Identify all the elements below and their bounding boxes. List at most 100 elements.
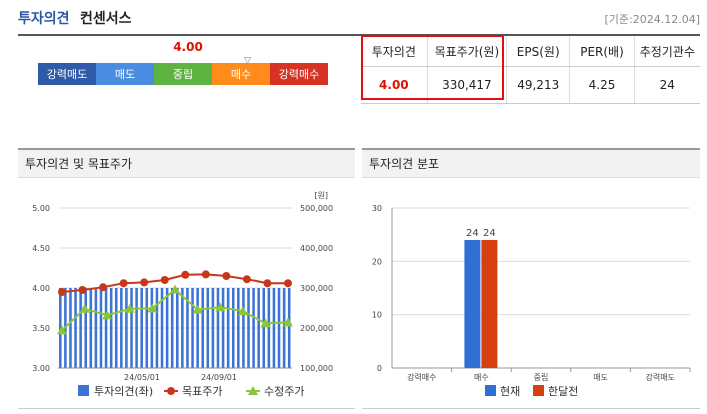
legend-marker: [248, 386, 258, 395]
consensus-table: 투자의견 목표주가(원) EPS(원) PER(배) 추정기관수 4.00 330,417…: [361, 36, 700, 104]
opinion-bar: [120, 288, 123, 368]
table-header: 추정기관수: [633, 36, 700, 67]
opinion-price-chart: 5.00 4.50 4.00 3.50 3.00 500,000 400,000 300,00…: [32, 191, 333, 398]
section-title: 컨센서스: [80, 11, 132, 27]
x-tick: 매수: [474, 373, 489, 382]
opinion-scale-bar: 강력매도 매도 중립 매수 강력매수: [38, 63, 328, 85]
distribution-bar: [464, 240, 481, 368]
target-price-point: [119, 279, 128, 288]
opinion-bar: [135, 288, 138, 368]
opinion-bar: [176, 288, 179, 368]
consensus-header: 투자의견 컨센서스 [기준:2024.12.04]: [18, 8, 700, 32]
y-left-tick: 3.50: [32, 324, 50, 333]
opinion-bar: [130, 288, 133, 368]
table-cell: 4.00: [361, 66, 428, 104]
legend-swatch: [78, 385, 89, 396]
opinion-bar: [221, 288, 225, 368]
adjusted-price-point: [215, 302, 226, 312]
table-header: EPS(원): [506, 36, 570, 67]
target-price-point: [99, 283, 108, 292]
opinion-bar: [242, 288, 245, 368]
opinion-bar: [277, 288, 281, 368]
opinion-bar: [226, 288, 230, 368]
panel-title: 투자의견 및 목표주가: [18, 150, 355, 178]
target-price-point: [78, 286, 87, 294]
target-price-point: [284, 279, 292, 288]
target-price-point: [222, 272, 231, 280]
target-price-point: [160, 276, 169, 284]
opinion-bar: [69, 288, 72, 368]
opinion-bar: [99, 288, 103, 368]
adjusted-price-point: [79, 303, 90, 313]
opinion-bar: [170, 288, 174, 368]
opinion-bar: [216, 288, 220, 368]
legend-label: 수정주가: [264, 385, 304, 398]
y-right-tick: 400,000: [300, 244, 333, 253]
x-tick: 중립: [534, 373, 549, 382]
opinion-segment: 강력매도: [38, 63, 96, 85]
legend-swatch: [533, 385, 544, 396]
opinion-bar: [231, 288, 235, 368]
opinion-bar: [287, 288, 291, 368]
section-title-accent: 투자의견: [18, 11, 70, 27]
table-header: 목표주가(원): [426, 36, 507, 67]
opinion-marker-icon: ▽: [244, 56, 251, 66]
y-tick: 10: [372, 311, 382, 320]
opinion-segment: 매도: [96, 63, 154, 85]
legend-swatch: [485, 385, 496, 396]
opinion-segment: 매수: [212, 63, 270, 85]
opinion-bar: [114, 288, 118, 368]
x-tick: 강력매수: [407, 372, 436, 382]
opinion-bar: [109, 288, 113, 368]
opinion-bar: [267, 288, 271, 368]
legend-label: 한달전: [548, 385, 578, 398]
panel-title: 투자의견 분포: [362, 150, 700, 178]
opinion-bar: [84, 288, 87, 368]
y-right-tick: 300,000: [300, 284, 333, 293]
y-tick: 30: [372, 204, 382, 213]
header-divider: [18, 34, 700, 36]
opinion-bar: [186, 288, 189, 368]
x-tick: 24/09/01: [201, 373, 237, 382]
opinion-bar: [181, 288, 184, 368]
adjusted-price-point: [260, 318, 271, 328]
opinion-segment: 중립: [154, 63, 212, 85]
opinion-bar: [247, 288, 250, 368]
table-cell: 24: [633, 66, 700, 104]
data-label: 24: [483, 228, 496, 239]
adjusted-price-point: [170, 284, 180, 294]
opinion-bar: [262, 288, 266, 368]
opinion-bar: [125, 288, 128, 368]
opinion-distribution-panel: 투자의견 분포 30 20 10 0 강력매수 매수 24 24 중립 매도 강력매도 현재 한달전: [362, 148, 700, 409]
data-label: 24: [466, 228, 479, 239]
opinion-bar: [150, 288, 154, 368]
opinion-bar: [257, 288, 260, 368]
target-price-point: [201, 270, 210, 279]
opinion-price-panel: 투자의견 및 목표주가 5.00 4.50 4.00 3.50 3.00 500,000 4…: [18, 148, 355, 409]
adjusted-price-point: [124, 303, 135, 313]
x-tick: 강력매도: [645, 372, 674, 382]
opinion-bar: [155, 288, 159, 368]
opinion-bar: [59, 288, 62, 368]
adjusted-price-point: [57, 325, 67, 335]
opinion-bar: [74, 288, 77, 368]
table-cell: 49,213: [506, 66, 570, 104]
opinion-bar: [282, 288, 286, 368]
adjusted-price-point: [102, 310, 113, 320]
target-price-point: [181, 270, 190, 279]
opinion-bar: [196, 288, 199, 368]
adjusted-price-point: [147, 303, 158, 313]
y-left-tick: 4.50: [32, 244, 50, 253]
opinion-bar: [252, 288, 255, 368]
y-left-tick: 3.00: [32, 364, 50, 373]
opinion-bar: [272, 288, 276, 368]
x-tick: 24/05/01: [124, 373, 160, 382]
y-right-tick: 500,000: [300, 204, 333, 213]
opinion-bar: [160, 288, 164, 368]
legend-label: 현재: [500, 385, 520, 398]
opinion-bar: [140, 288, 143, 368]
table-cell: 4.25: [569, 66, 635, 104]
target-price-point: [242, 275, 251, 284]
y-right-tick: 200,000: [300, 324, 333, 333]
